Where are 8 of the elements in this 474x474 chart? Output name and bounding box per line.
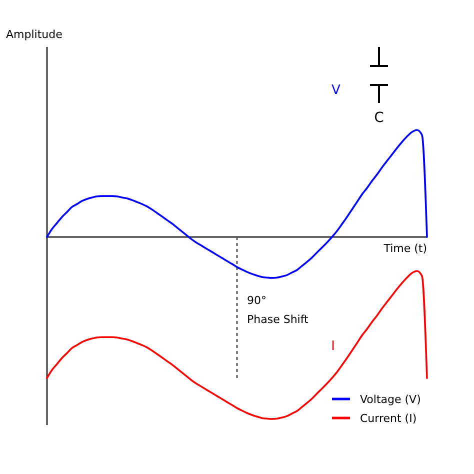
legend-label: Voltage (V) xyxy=(360,392,421,406)
text: Amplitude xyxy=(6,28,63,40)
annotation: I xyxy=(331,338,335,354)
annotation: 90° Phase Shift xyxy=(247,294,310,326)
text: C xyxy=(374,110,384,126)
text: V xyxy=(332,82,341,98)
x-axis-title: Time (t) xyxy=(382,242,427,255)
legend-label: Current (I) xyxy=(360,412,417,424)
